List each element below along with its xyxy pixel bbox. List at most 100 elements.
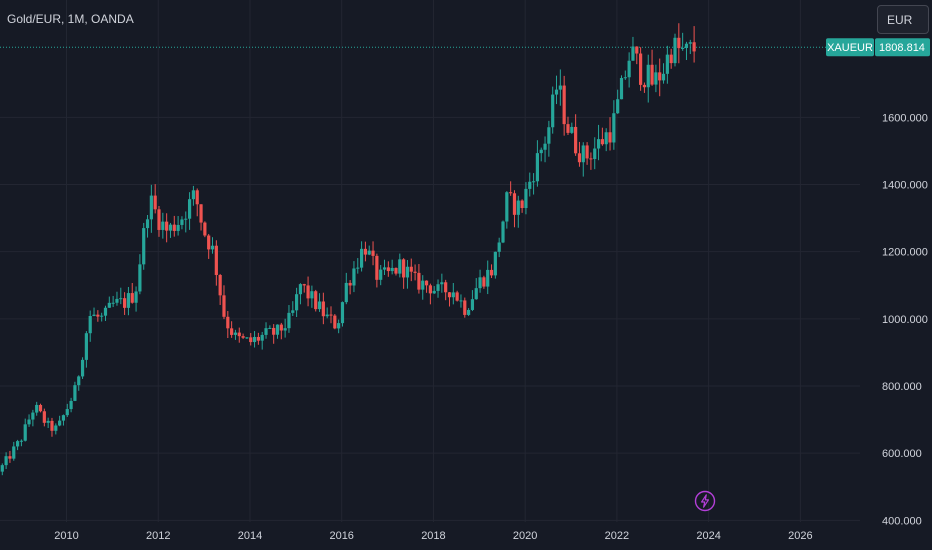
candle-body: [455, 292, 459, 301]
candle-body: [390, 267, 394, 272]
candle-body: [264, 328, 268, 335]
x-tick-label: 2026: [788, 530, 812, 542]
x-tick-label: 2018: [421, 530, 445, 542]
candle-body: [119, 298, 123, 300]
candle-body: [214, 245, 218, 275]
candle-body: [226, 316, 230, 329]
candle-body: [470, 299, 475, 310]
candle-body: [123, 298, 127, 308]
candle-body: [539, 149, 543, 154]
currency-button[interactable]: EUR: [877, 5, 929, 34]
candle-body: [130, 293, 134, 303]
candle-body: [107, 302, 111, 308]
candle-body: [191, 190, 196, 200]
candle-body: [673, 37, 677, 64]
candle-body: [287, 312, 291, 329]
candle-body: [19, 440, 24, 442]
candle-body: [184, 218, 188, 220]
candle-body: [379, 269, 383, 280]
candle-body: [35, 404, 39, 413]
candle-body: [413, 271, 417, 273]
candle-body: [230, 328, 234, 335]
candle-body: [551, 94, 555, 128]
candle-body: [677, 37, 681, 49]
candle-body: [333, 315, 337, 329]
candle-body: [359, 248, 364, 268]
candle-body: [165, 221, 169, 231]
candle-body: [58, 420, 62, 426]
candle-body: [371, 250, 375, 256]
candle-body: [291, 310, 295, 313]
x-tick-label: 2016: [329, 530, 353, 542]
candle-body: [684, 43, 689, 49]
candle-body: [432, 290, 436, 294]
candle-body: [256, 336, 260, 341]
candle-body: [27, 419, 31, 425]
candle-body: [493, 251, 497, 276]
candle-body: [497, 242, 501, 252]
candle-body: [623, 77, 627, 79]
candle-body: [398, 259, 402, 274]
candle-body: [405, 266, 410, 278]
candle-body: [275, 324, 280, 335]
candle-body: [589, 158, 593, 160]
candle-body: [658, 72, 662, 81]
candle-body: [4, 456, 8, 466]
candle-body: [512, 193, 517, 215]
candle-body: [501, 221, 505, 243]
y-tick-label: 800.000: [882, 381, 922, 393]
candle-body: [283, 328, 287, 331]
y-tick-label: 1400.000: [882, 179, 928, 191]
candle-body: [635, 46, 639, 54]
candle-body: [96, 314, 100, 317]
candle-body: [489, 269, 494, 276]
candle-body: [321, 301, 325, 317]
candle-body: [245, 337, 249, 339]
grid: [0, 0, 860, 522]
candle-body: [329, 314, 333, 316]
candle-body: [386, 267, 390, 272]
candle-body: [145, 219, 150, 229]
candle-body: [352, 268, 356, 286]
candle-body: [524, 188, 528, 209]
candle-body: [428, 285, 432, 294]
candle-body: [12, 446, 16, 459]
lightning-icon[interactable]: [694, 490, 716, 512]
candlesticks: [0, 23, 696, 476]
candle-body: [61, 415, 66, 421]
x-tick-label: 2012: [146, 530, 170, 542]
candle-body: [73, 385, 77, 401]
candle-body: [42, 411, 46, 423]
candle-body: [199, 204, 203, 223]
candle-body: [88, 315, 92, 334]
candle-body: [80, 359, 85, 377]
candle-body: [252, 336, 257, 343]
candle-body: [596, 139, 601, 149]
candle-body: [516, 200, 520, 215]
x-tick-label: 2022: [605, 530, 629, 542]
candle-body: [317, 301, 322, 310]
y-tick-label: 1600.000: [882, 112, 928, 124]
candle-body: [249, 337, 253, 343]
candle-body: [46, 420, 50, 423]
candle-body: [382, 267, 387, 270]
candle-body: [547, 127, 551, 144]
candle-body: [367, 250, 371, 255]
candle-body: [356, 267, 360, 269]
last-price-badge: [875, 38, 930, 57]
candle-body: [115, 298, 119, 303]
candle-body: [451, 292, 455, 298]
ticker-badge: [826, 38, 874, 57]
ticker-badge-label: XAUEUR: [827, 42, 873, 54]
last-price-badges: XAUEUR 1808.814: [826, 38, 930, 57]
candle-body: [268, 327, 272, 329]
candle-body: [161, 221, 165, 230]
candle-body: [509, 192, 513, 194]
candle-body: [424, 280, 429, 286]
candle-body: [650, 64, 654, 85]
candle-body: [38, 404, 43, 412]
candle-body: [692, 42, 696, 52]
candle-body: [562, 85, 566, 125]
